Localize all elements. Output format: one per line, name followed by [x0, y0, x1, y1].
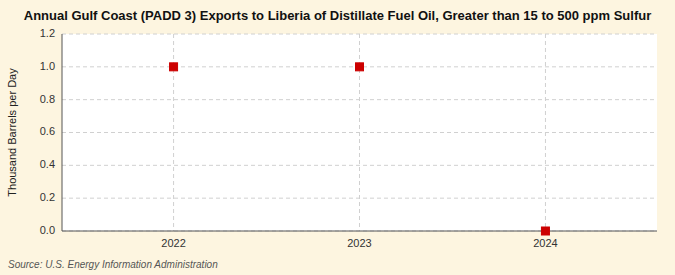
tick-label: 0.8: [40, 93, 55, 105]
tick-label: 2024: [533, 237, 557, 249]
points: [170, 63, 550, 235]
point: [541, 227, 549, 235]
point: [170, 63, 178, 71]
chart: 0.0 0.2 0.4 0.6 0.8 1.0 1.2 2022 2023 2024 Thousan…: [0, 0, 675, 275]
tick-label: 0.6: [40, 125, 55, 137]
tick-label: 0.4: [40, 158, 55, 170]
tick-label: 1.0: [40, 60, 55, 72]
plot-area: [62, 34, 657, 231]
grid-line: [62, 231, 657, 232]
background: [0, 0, 675, 275]
y-label: Thousand Barrels per Day: [6, 68, 18, 197]
tick-label: 2023: [347, 237, 371, 249]
tick-label: 0.2: [40, 191, 55, 203]
grid-line: [62, 165, 657, 166]
grid-line: [545, 34, 546, 231]
tick-label: 2022: [161, 237, 185, 249]
title: Annual Gulf Coast (PADD 3) Exports to Li…: [24, 8, 651, 23]
tick-label: 1.2: [40, 27, 55, 39]
source: Source: U.S. Energy Information Administ…: [8, 259, 218, 270]
x-axis: [62, 231, 657, 232]
y-axis: [62, 34, 63, 231]
tick-label: 0.0: [40, 224, 55, 236]
grid: [62, 34, 657, 231]
point: [356, 63, 364, 71]
